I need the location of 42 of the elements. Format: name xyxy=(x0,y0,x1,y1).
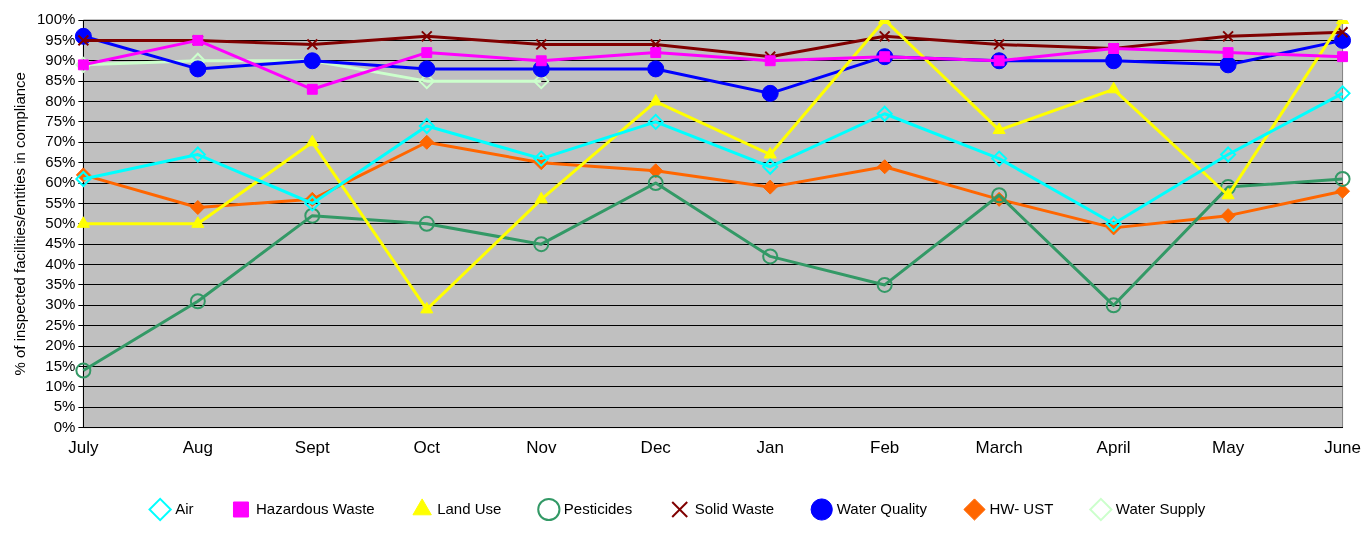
y-axis-title: % of inspected facilities/entities in compliance xyxy=(11,72,29,376)
y-tick-label: 65% xyxy=(45,152,76,170)
legend-label: Water Supply xyxy=(1115,499,1206,517)
y-tick-label: 85% xyxy=(45,71,76,89)
x-tick-label: May xyxy=(1212,438,1245,458)
y-tick-label: 80% xyxy=(45,91,76,109)
x-tick-label: Oct xyxy=(413,438,441,458)
x-tick-label: March xyxy=(975,438,1023,458)
y-tick-label: 35% xyxy=(45,275,76,293)
x-tick-label: Aug xyxy=(182,438,213,458)
x-tick-label: April xyxy=(1096,438,1131,458)
y-tick-label: 25% xyxy=(45,315,76,333)
x-tick-label: Dec xyxy=(640,438,672,458)
x-tick-label: June xyxy=(1324,438,1362,458)
y-tick-label: 5% xyxy=(53,397,76,415)
y-tick-label: 70% xyxy=(45,132,76,150)
y-tick-label: 75% xyxy=(45,112,76,130)
legend-label: Pesticides xyxy=(563,499,633,517)
y-tick-label: 45% xyxy=(45,234,76,252)
y-tick-label: 95% xyxy=(45,30,76,48)
y-tick-label: 10% xyxy=(45,376,76,394)
legend-label: HW- UST xyxy=(989,499,1054,517)
legend-label: Land Use xyxy=(437,499,502,517)
x-tick-label: Jan xyxy=(756,438,784,458)
y-tick-label: 90% xyxy=(45,50,76,68)
y-tick-label: 40% xyxy=(45,254,76,272)
y-tick-label: 30% xyxy=(45,295,76,313)
y-tick-label: 50% xyxy=(45,213,76,231)
y-tick-label: 60% xyxy=(45,173,76,191)
legend-label: Water Quality xyxy=(836,499,928,517)
x-tick-label: July xyxy=(68,438,99,458)
legend-label: Solid Waste xyxy=(694,499,775,517)
y-tick-label: 0% xyxy=(53,417,76,435)
y-tick-label: 20% xyxy=(45,336,76,354)
y-tick-label: 55% xyxy=(45,193,76,211)
y-tick-label: 100% xyxy=(36,10,76,28)
legend-label: Hazardous Waste xyxy=(255,499,375,517)
x-tick-label: Feb xyxy=(870,438,900,458)
legend-label: Air xyxy=(175,499,194,517)
x-tick-label: Sept xyxy=(294,438,331,458)
y-tick-label: 15% xyxy=(45,356,76,374)
x-tick-label: Nov xyxy=(526,438,557,458)
